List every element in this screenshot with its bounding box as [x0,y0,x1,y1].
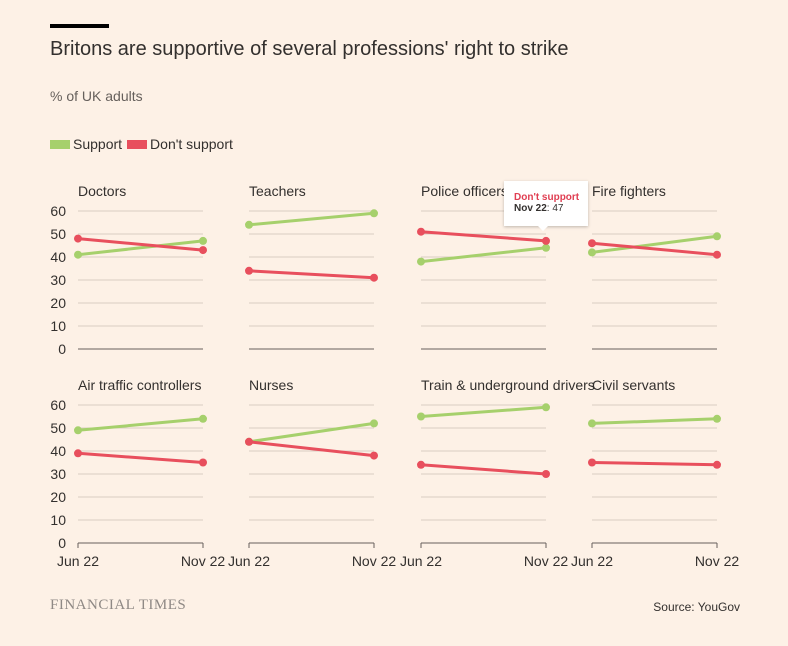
legend-label-dont-support: Don't support [150,136,233,152]
data-point-support-teachers [245,220,253,229]
y-tick-label: 20 [50,489,66,505]
y-tick-label: 40 [50,249,66,265]
y-tick-label: 50 [50,420,66,436]
series-line-support-police-officers [419,246,548,264]
chart-title: Britons are supportive of several profes… [50,38,569,60]
panel-title-nurses: Nurses [249,377,293,393]
data-point-don-t-support-air-traffic-controllers [74,449,82,458]
legend-item-dont-support: Don't support [127,136,233,152]
data-point-don-t-support-police-officers [542,236,550,245]
y-tick-label: 10 [50,318,66,334]
series-line-don-t-support-nurses [247,440,376,458]
series-line-support-fire-fighters [590,234,719,254]
data-point-support-police-officers [542,243,550,252]
panel-title-fire-fighters: Fire fighters [592,183,666,199]
x-tick-label: Nov 22 [352,553,397,569]
series-line-support-civil-servants [590,417,719,425]
y-tick-label: 60 [50,397,66,413]
y-tick-label: 60 [50,203,66,219]
series-line-don-t-support-police-officers [419,230,548,243]
data-point-support-nurses [370,419,378,428]
data-point-support-civil-servants [588,419,596,428]
y-tick-label: 30 [50,272,66,288]
series-line-support-train-underground-drivers [419,405,548,418]
tooltip-colon: : [546,203,553,214]
y-tick-label: 40 [50,443,66,459]
series-line-support-teachers [247,211,376,227]
data-point-don-t-support-teachers [370,273,378,282]
x-tick-label: Jun 22 [57,553,99,569]
data-point-support-train-underground-drivers [542,403,550,412]
x-tick-label: Jun 22 [228,553,270,569]
tooltip: Don't support Nov 22: 47 [504,181,588,226]
data-point-support-fire-fighters [713,232,721,241]
y-tick-label: 10 [50,512,66,528]
y-tick-label: 0 [58,535,66,551]
legend-swatch-dont-support [127,139,148,149]
data-point-don-t-support-nurses [370,451,378,460]
data-point-don-t-support-air-traffic-controllers [199,458,207,467]
x-tick-label: Nov 22 [695,553,740,569]
tooltip-series: Don't support [514,192,580,203]
x-tick-label: Nov 22 [181,553,226,569]
series-line-don-t-support-teachers [247,269,376,280]
data-point-don-t-support-police-officers [417,227,425,236]
data-point-don-t-support-nurses [245,437,253,446]
ft-logo-text: FINANCIAL TIMES [50,597,187,613]
data-point-support-fire-fighters [588,248,596,257]
legend: Support Don't support [50,136,238,152]
tooltip-arrow [537,225,549,231]
y-tick-label: 50 [50,226,66,242]
legend-label-support: Support [73,136,123,152]
series-line-don-t-support-doctors [76,237,205,252]
panel-title-teachers: Teachers [249,183,306,199]
series-line-don-t-support-air-traffic-controllers [76,451,205,464]
data-point-support-doctors [199,236,207,245]
legend-item-support: Support [50,136,122,152]
series-line-don-t-support-civil-servants [590,461,719,467]
y-tick-label: 20 [50,295,66,311]
data-point-don-t-support-fire-fighters [713,250,721,259]
series-line-don-t-support-train-underground-drivers [419,463,548,476]
legend-swatch-support [50,139,70,149]
panel-title-doctors: Doctors [78,183,126,199]
data-point-support-air-traffic-controllers [199,414,207,423]
data-point-support-teachers [370,209,378,218]
tooltip-value: 47 [552,203,564,214]
x-tick-label: Jun 22 [400,553,442,569]
data-point-don-t-support-teachers [245,266,253,275]
y-tick-label: 30 [50,466,66,482]
tooltip-date: Nov 22 [514,203,547,214]
data-point-don-t-support-train-underground-drivers [417,460,425,469]
x-tick-label: Jun 22 [571,553,613,569]
x-tick-label: Nov 22 [524,553,569,569]
series-line-don-t-support-fire-fighters [590,241,719,257]
panel-title-air-traffic-controllers: Air traffic controllers [78,377,201,393]
data-point-don-t-support-civil-servants [588,458,596,467]
data-point-don-t-support-fire-fighters [588,239,596,248]
chart-subtitle: % of UK adults [50,88,143,104]
data-point-support-police-officers [417,257,425,266]
series-line-support-air-traffic-controllers [76,417,205,432]
panel-title-police-officers: Police officers [421,183,508,199]
panel-title-train-underground-drivers: Train & underground drivers [421,377,595,393]
data-point-don-t-support-civil-servants [713,460,721,469]
data-point-support-train-underground-drivers [417,412,425,421]
source-note: Source: YouGov [653,600,740,614]
series-line-support-nurses [247,421,376,444]
data-point-don-t-support-doctors [199,246,207,255]
series-line-support-doctors [76,239,205,257]
ft-accent-bar [50,24,109,28]
data-point-support-air-traffic-controllers [74,426,82,435]
panel-title-civil-servants: Civil servants [592,377,675,393]
data-point-support-civil-servants [713,414,721,423]
data-point-don-t-support-train-underground-drivers [542,470,550,478]
data-point-don-t-support-doctors [74,234,82,243]
y-tick-label: 0 [58,341,66,357]
data-point-support-doctors [74,250,82,259]
